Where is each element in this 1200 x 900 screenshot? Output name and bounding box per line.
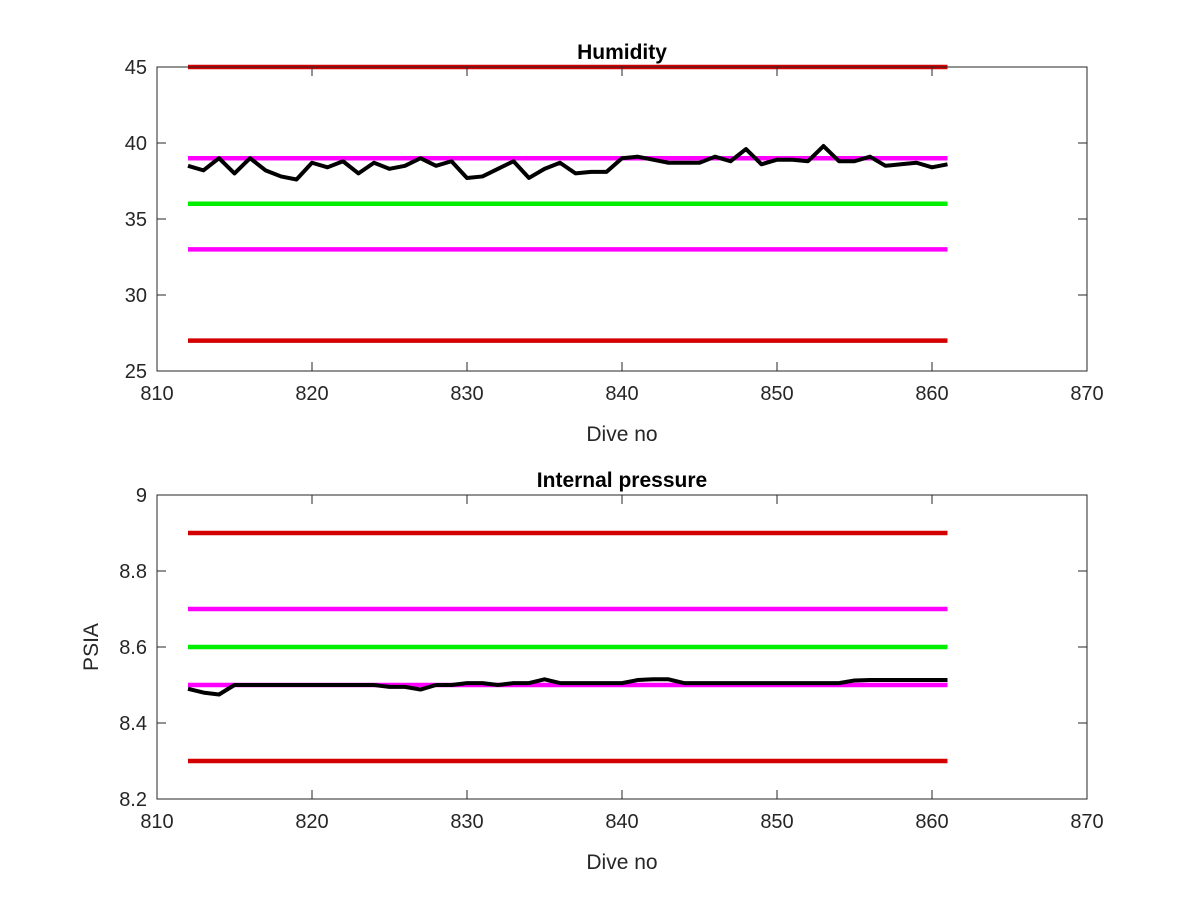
y-tick-label: 35 <box>125 209 147 231</box>
x-tick-label: 830 <box>450 383 483 405</box>
x-tick-label: 820 <box>295 383 328 405</box>
x-tick-label: 840 <box>605 383 638 405</box>
x-tick-label: 850 <box>760 811 793 833</box>
x-tick-label: 870 <box>1070 811 1103 833</box>
y-axis-label: PSIA <box>80 623 103 671</box>
x-tick-label: 810 <box>140 811 173 833</box>
x-tick-label: 850 <box>760 383 793 405</box>
x-tick-label: 820 <box>295 811 328 833</box>
x-axis-label: Dive no <box>586 851 657 874</box>
x-tick-label: 830 <box>450 811 483 833</box>
chart-title: Internal pressure <box>537 469 707 492</box>
y-tick-label: 45 <box>125 57 147 79</box>
x-tick-label: 840 <box>605 811 638 833</box>
data-series-line <box>187 677 948 697</box>
chart-title: Humidity <box>577 41 667 64</box>
y-tick-label: 25 <box>125 361 147 383</box>
x-tick-label: 860 <box>915 811 948 833</box>
y-tick-label: 8.2 <box>119 789 147 811</box>
y-tick-label: 8.6 <box>119 637 147 659</box>
y-tick-label: 40 <box>125 133 147 155</box>
subplot-1: 810 820 830 840 850 860 870 25 30 35 40 45 Humidity D… <box>125 41 1104 446</box>
data-series-line <box>187 144 948 182</box>
y-tick-label: 8.8 <box>119 561 147 583</box>
axes-box <box>156 66 1088 372</box>
x-tick-label: 810 <box>140 383 173 405</box>
x-tick-label: 870 <box>1070 383 1103 405</box>
subplot-2: 810 820 830 840 850 860 870 8.2 8.4 8.6 8.8 9 Intern… <box>80 469 1104 874</box>
y-tick-label: 8.4 <box>119 713 147 735</box>
x-axis-label: Dive no <box>586 423 657 446</box>
x-tick-label: 860 <box>915 383 948 405</box>
y-tick-label: 9 <box>136 485 147 507</box>
y-tick-label: 30 <box>125 285 147 307</box>
